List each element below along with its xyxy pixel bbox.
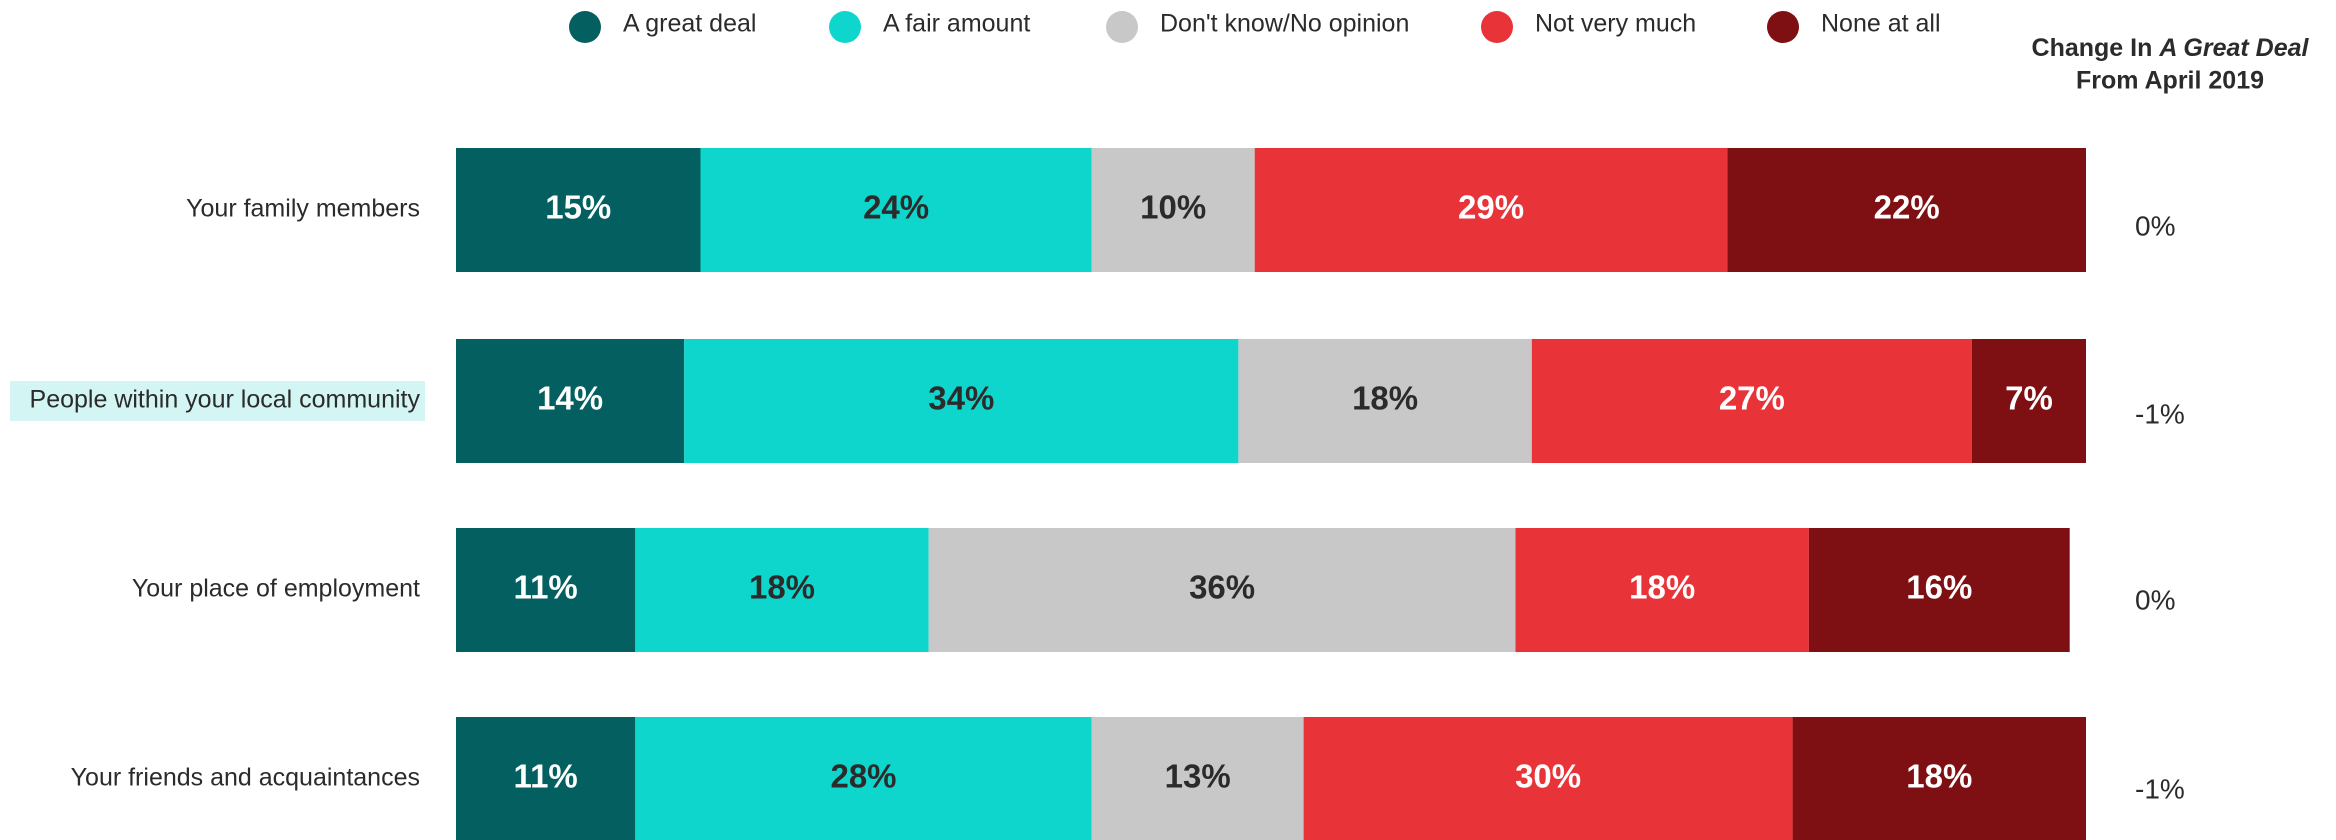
bar-segment xyxy=(456,528,636,652)
legend-label: Not very much xyxy=(1535,10,1696,38)
legend-label: A fair amount xyxy=(883,10,1030,38)
value-label: 15% xyxy=(545,189,611,226)
bar-segment xyxy=(700,148,1092,272)
bar-segment xyxy=(456,148,701,272)
value-label: 13% xyxy=(1165,758,1231,795)
bar-segment xyxy=(1727,148,2086,272)
category-label: Your place of employment xyxy=(132,575,420,603)
value-label: 24% xyxy=(863,189,929,226)
value-label: 11% xyxy=(514,569,578,606)
legend-label: None at all xyxy=(1821,10,1941,38)
bar-segment xyxy=(635,717,1092,840)
bar-segment xyxy=(1303,717,1793,840)
category-label: Your friends and acquaintances xyxy=(71,764,420,792)
category-label: Your family members xyxy=(186,195,420,223)
legend-swatch xyxy=(569,11,601,43)
bar-segment xyxy=(1808,528,2070,652)
category-highlight xyxy=(10,381,425,421)
value-label: 16% xyxy=(1906,569,1972,606)
value-label: 18% xyxy=(1352,380,1418,417)
value-label: 18% xyxy=(749,569,815,606)
bar-segment xyxy=(635,528,929,652)
change-title-part: Change In xyxy=(2032,34,2153,62)
bar-segment xyxy=(1531,339,1972,463)
change-value: 0% xyxy=(2135,210,2175,241)
change-title-italic: A Great Deal xyxy=(2158,34,2309,62)
legend-swatch xyxy=(829,11,861,43)
value-label: 30% xyxy=(1515,758,1581,795)
value-label: 36% xyxy=(1189,569,1255,606)
value-label: 18% xyxy=(1629,569,1695,606)
bar-segment xyxy=(1515,528,1809,652)
value-label: 11% xyxy=(514,758,578,795)
change-value: -1% xyxy=(2135,773,2185,804)
value-label: 10% xyxy=(1140,189,1206,226)
bar-segment xyxy=(456,717,636,840)
value-label: 29% xyxy=(1458,189,1524,226)
legend-swatch xyxy=(1767,11,1799,43)
value-label: 28% xyxy=(830,758,896,795)
value-label: 22% xyxy=(1874,189,1940,226)
category-label: People within your local community xyxy=(30,386,421,414)
value-label: 14% xyxy=(537,380,603,417)
value-label: 27% xyxy=(1719,380,1785,417)
value-label: 34% xyxy=(928,380,994,417)
bar-segment xyxy=(1792,717,2086,840)
bar-segment xyxy=(684,339,1239,463)
bar-segment xyxy=(456,339,685,463)
bar-segment xyxy=(1971,339,2086,463)
bar-segment xyxy=(1091,148,1255,272)
change-value: 0% xyxy=(2135,584,2175,615)
value-label: 18% xyxy=(1906,758,1972,795)
value-label: 7% xyxy=(2005,380,2053,417)
bar-segment xyxy=(1254,148,1728,272)
change-subtitle: From April 2019 xyxy=(2076,67,2264,95)
bar-segment xyxy=(1091,717,1304,840)
change-value: -1% xyxy=(2135,398,2185,429)
bar-segment xyxy=(928,528,1516,652)
legend-swatch xyxy=(1481,11,1513,43)
legend-label: Don't know/No opinion xyxy=(1160,10,1409,38)
change-title: Change In A Great Deal xyxy=(2032,34,2310,62)
bar-segment xyxy=(1238,339,1532,463)
legend-swatch xyxy=(1106,11,1138,43)
legend-label: A great deal xyxy=(623,10,756,38)
